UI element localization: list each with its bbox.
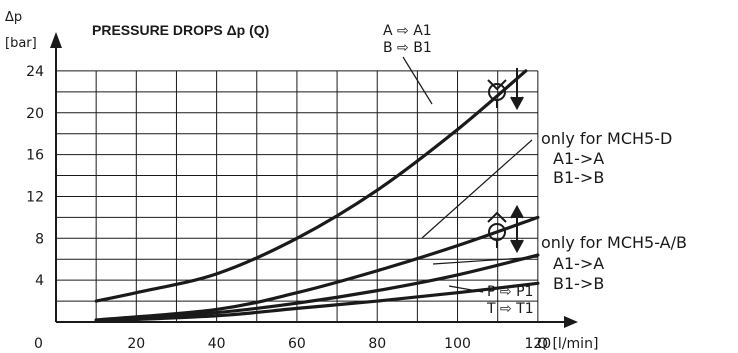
x-tick-label: 80 [368,336,386,352]
x-tick-label: 60 [288,336,306,352]
label-mch5d-a1a: A1->A [553,149,604,168]
leader-a-a1-b-b1 [402,56,433,105]
label-p-p1: P ⇨ P1 [487,284,533,300]
x-axis-label: Q [l/min] [537,336,598,352]
check-valve-two-way-icon [487,204,524,254]
curve-p-p1-t-t1 [94,281,540,323]
x-tick-label: 40 [208,336,226,352]
label-t-t1: T ⇨ T1 [486,301,534,317]
curve-a-a1-b-b1 [94,69,528,303]
leader-lines [402,56,539,293]
axes [50,32,578,328]
y-tick-label: 4 [35,273,44,289]
curve-mch5-ab [94,253,540,323]
origin-label: 0 [34,336,43,352]
y-tick-label: 12 [26,189,44,205]
curves [94,69,540,323]
chart-title: PRESSURE DROPS Δp (Q) [92,22,269,38]
y-axis-unit: [bar] [5,36,37,51]
leader-mch5-ab [432,256,539,265]
y-axis-arrow [50,32,62,48]
grid [56,70,539,322]
y-tick-label: 20 [26,106,44,122]
leader-p-p1-t-t1 [448,285,484,293]
label-mch5d-b1b: B1->B [553,168,604,187]
x-tick-label: 20 [127,336,145,352]
label-b-b1: B ⇨ B1 [383,40,432,56]
label-a-a1: A ⇨ A1 [383,23,432,39]
y-tick-label: 8 [35,231,44,247]
label-mch5ab: only for MCH5-A/B [541,233,687,252]
curve-mch5-d [94,215,540,322]
y-axis-symbol: Δp [5,10,22,25]
label-mch5ab-a1a: A1->A [553,254,604,273]
check-valve-one-way-icon [487,68,524,111]
leader-mch5-d [421,139,533,239]
label-mch5d: only for MCH5-D [541,129,672,148]
y-tick-label: 16 [26,148,44,164]
x-axis-arrow [564,316,578,328]
x-tick-label: 100 [444,336,471,352]
y-tick-label: 24 [26,64,44,80]
tick-labels: 20 40 60 80 100 120 4 8 12 16 20 24 [26,64,551,352]
x-tick-label: 120 [524,336,551,352]
label-mch5ab-b1b: B1->B [553,274,604,293]
